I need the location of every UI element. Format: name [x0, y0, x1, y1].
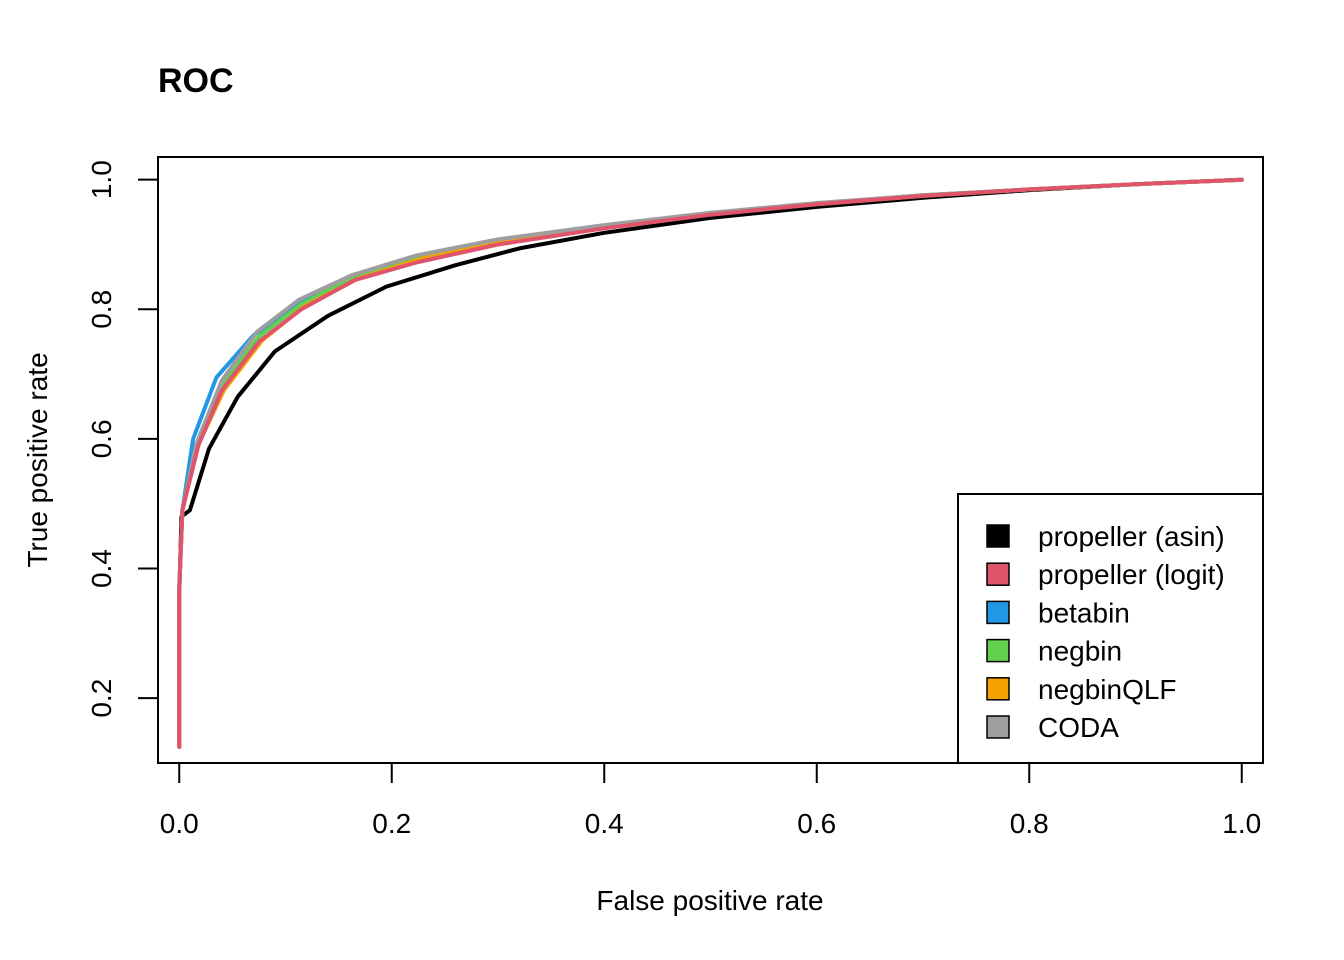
x-tick-label: 0.8 — [1010, 808, 1049, 839]
x-tick-label: 0.2 — [372, 808, 411, 839]
legend-label: negbin — [1038, 636, 1122, 667]
series-layer — [177, 177, 1244, 749]
y-tick-label: 0.6 — [86, 419, 117, 458]
y-tick-label: 1.0 — [86, 160, 117, 199]
x-axis-label: False positive rate — [596, 885, 823, 916]
legend-label: betabin — [1038, 597, 1130, 628]
legend-swatch — [986, 677, 1010, 701]
x-axis: 0.0 0.2 0.4 0.6 0.8 1.0 — [160, 762, 1261, 839]
chart-title: ROC — [158, 62, 234, 100]
legend-label: CODA — [1038, 712, 1119, 743]
y-tick-label: 0.4 — [86, 549, 117, 588]
y-tick-label: 0.8 — [86, 290, 117, 329]
y-axis: 0.2 0.4 0.6 0.8 1.0 — [86, 160, 159, 718]
legend: propeller (asin) propeller (logit) betabin… — [957, 493, 1264, 764]
legend-label: negbinQLF — [1038, 674, 1177, 705]
x-tick-label: 0.4 — [585, 808, 624, 839]
legend-swatch — [986, 524, 1010, 548]
legend-swatch — [986, 600, 1010, 625]
x-tick-label: 0.6 — [797, 808, 836, 839]
legend-swatch — [986, 562, 1010, 586]
legend-label: propeller (asin) — [1038, 521, 1225, 552]
series-line-propeller-logit- — [177, 177, 1244, 749]
legend-swatch — [986, 638, 1010, 663]
y-tick-label: 0.2 — [86, 679, 117, 718]
y-axis-label: True positive rate — [22, 352, 53, 567]
x-tick-label: 0.0 — [160, 808, 199, 839]
legend-swatch — [986, 715, 1010, 739]
legend-label: propeller (logit) — [1038, 559, 1225, 590]
x-tick-label: 1.0 — [1222, 808, 1261, 839]
